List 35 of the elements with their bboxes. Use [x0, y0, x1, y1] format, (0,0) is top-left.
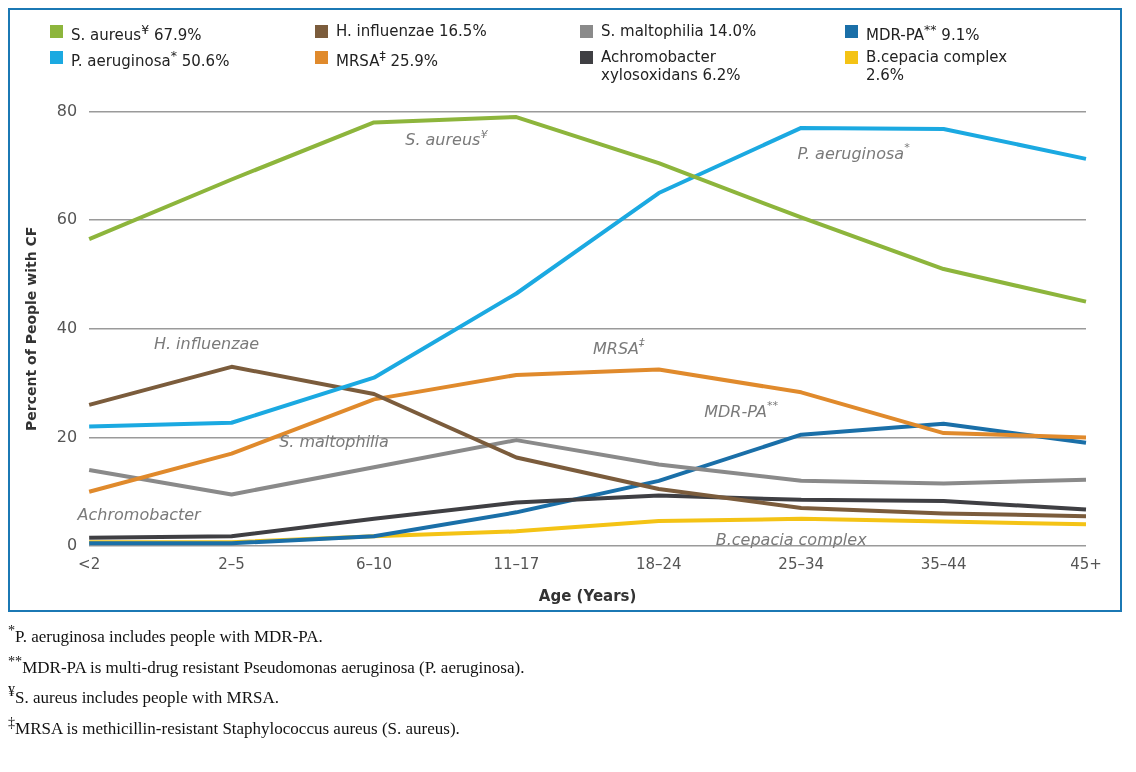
legend-label: S. aureus$^{¥}$ 67.9%	[71, 22, 202, 44]
x-tick-label: 6–10	[355, 554, 393, 573]
legend-label: MRSA$^{‡}$ 25.9%	[336, 48, 439, 70]
text: $^{¥}$S. aureus includes people with MRSA.	[8, 682, 281, 709]
y-tick-label: 20	[56, 426, 78, 446]
x-tick-label: 35–44	[920, 554, 967, 573]
y-axis-title: Percent of People with CF	[23, 226, 40, 431]
annotation: H. influenzae	[153, 333, 260, 353]
x-tick-label: 2–5	[218, 554, 245, 573]
y-tick-label: 60	[56, 209, 78, 229]
y-tick-label: 40	[56, 317, 78, 337]
legend-label: H. influenzae 16.5%	[336, 22, 487, 40]
legend-label: Achromobacter xylosoxidans 6.2%	[601, 48, 742, 84]
x-tick-label: <2	[78, 554, 101, 573]
legend-label: S. maltophilia 14.0%	[601, 22, 757, 40]
annotation: MDR-PA**	[704, 399, 779, 421]
x-tick-label: 18–24	[635, 554, 682, 573]
annotation: P. aeruginosa*	[797, 141, 911, 164]
x-axis-title: Age (Years)	[538, 586, 637, 605]
legend-label: P. aeruginosa$^{*}$ 50.6%	[71, 48, 230, 70]
x-tick-label: 45+	[1070, 554, 1102, 573]
y-tick-label: 80	[56, 100, 78, 120]
annotation: B.cepacia complex	[715, 530, 868, 550]
text: $^{*}$P. aeruginosa includes people with MDR-PA.	[8, 621, 324, 648]
x-tick-label: 25–34	[778, 554, 825, 573]
annotation: Achromobacter	[76, 505, 203, 525]
text: $^{‡}$MRSA is methicillin-resistant Staphylococcus aureus (S. aureus).	[8, 712, 461, 740]
legend-label: MDR-PA$^{**}$ 9.1%	[866, 22, 980, 44]
y-tick-label: 0	[66, 535, 78, 555]
annotation: MRSA‡	[592, 336, 645, 358]
legend-label: B.cepacia complex 2.6%	[866, 48, 1009, 84]
x-tick-label: 11–17	[493, 554, 540, 573]
annotation: S. maltophilia	[279, 432, 389, 452]
text: $^{**}$MDR-PA is multi-drug resistant Pseudomonas aeruginosa (P. aeruginosa).	[8, 651, 526, 679]
annotation: S. aureus¥	[405, 127, 489, 150]
